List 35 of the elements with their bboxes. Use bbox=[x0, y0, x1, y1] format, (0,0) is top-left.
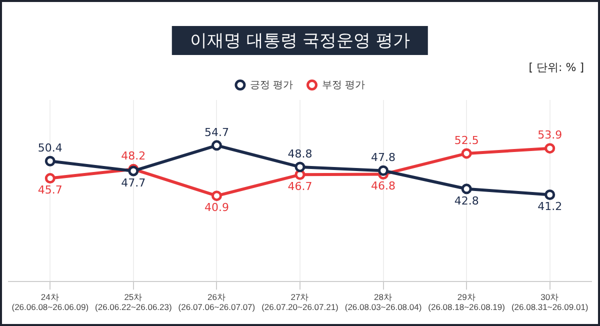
x-tick-label: 30차 (26.08.31~26.09.01) bbox=[511, 292, 588, 312]
data-label: 40.9 bbox=[204, 201, 229, 214]
text: [ 단위: % ] bbox=[528, 60, 584, 75]
data-label: 48.8 bbox=[288, 147, 312, 160]
point bbox=[461, 184, 472, 194]
data-label: 46.8 bbox=[371, 180, 396, 193]
data-label: 52.5 bbox=[454, 134, 479, 147]
x-tick-label: 27차 (26.07.20~26.07.21) bbox=[262, 292, 339, 312]
point bbox=[461, 148, 472, 159]
data-label: 54.7 bbox=[204, 126, 229, 139]
point bbox=[294, 162, 306, 172]
x-tick-label: 28차 (26.08.03~26.08.04) bbox=[344, 292, 422, 312]
point bbox=[378, 165, 389, 176]
x-tick-label: 25차 (26.06.22~26.06.23) bbox=[95, 292, 172, 312]
x-tick-label: 24차 (26.06.08~26.06.09) bbox=[12, 292, 89, 312]
data-label: 46.7 bbox=[288, 180, 312, 194]
point bbox=[211, 140, 222, 151]
x-tick-label: 29차 (26.08.18~26.08.19) bbox=[428, 292, 506, 312]
data-label: 42.8 bbox=[454, 194, 479, 208]
data-label: 45.7 bbox=[38, 184, 62, 197]
data-label: 47.8 bbox=[371, 150, 396, 164]
point bbox=[44, 173, 56, 184]
point bbox=[211, 190, 222, 202]
chart-title: 이재명 대통령 국정운영 평가 bbox=[172, 26, 428, 55]
data-label: 50.4 bbox=[38, 141, 62, 154]
point bbox=[544, 190, 556, 200]
legend-label: 긍정 평가 bbox=[250, 80, 294, 91]
legend-label: 부정 평가 bbox=[322, 80, 365, 91]
point bbox=[44, 156, 56, 166]
data-label: 47.7 bbox=[121, 176, 146, 190]
point bbox=[544, 143, 556, 154]
data-label: 41.2 bbox=[538, 200, 562, 214]
x-tick-label: 26차 (26.07.06~26.07.07) bbox=[178, 292, 256, 312]
data-label: 53.9 bbox=[538, 128, 562, 142]
data-label: 48.2 bbox=[121, 150, 146, 163]
